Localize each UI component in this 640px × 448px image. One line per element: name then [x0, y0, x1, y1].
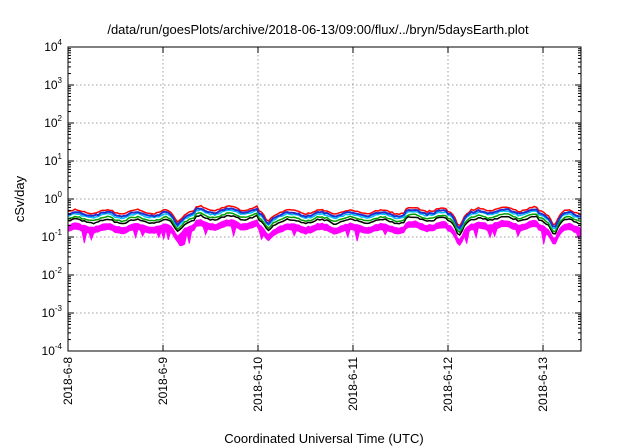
x-tick-label: 2018-6-12 [441, 357, 455, 412]
x-axis-label: Coordinated Universal Time (UTC) [224, 431, 423, 446]
series-line [67, 208, 582, 232]
x-tick-label: 2018-6-13 [536, 357, 550, 412]
y-axis-label: cSv/day [12, 175, 27, 222]
grid [68, 47, 581, 351]
x-tick-label: 2018-6-9 [156, 357, 170, 405]
y-tick-label: 101 [44, 152, 62, 168]
y-tick-label: 10-4 [42, 342, 63, 358]
series-line [67, 212, 582, 234]
series-line [67, 207, 582, 230]
x-tick-label: 2018-6-10 [251, 357, 265, 412]
y-tick-label: 102 [44, 114, 62, 130]
series-line [67, 204, 582, 227]
series-band [67, 219, 582, 247]
y-tick-label: 10-1 [42, 228, 63, 244]
chart-title: /data/run/goesPlots/archive/2018-06-13/0… [107, 22, 529, 37]
y-axis: 10-4 10-3 10-2 10-1 100 101 102 103 104 [42, 38, 581, 358]
y-tick-label: 10-2 [42, 266, 63, 282]
x-axis: 2018-6-8 2018-6-9 2018-6-10 2018-6-11 2018-6… [61, 47, 550, 412]
series-line [68, 214, 582, 237]
y-tick-label: 103 [44, 76, 62, 92]
y-tick-label: 104 [44, 38, 62, 54]
y-tick-label: 10-3 [42, 304, 63, 320]
series-group [67, 204, 582, 247]
x-tick-label: 2018-6-11 [346, 357, 360, 411]
x-tick-label: 2018-6-8 [61, 357, 75, 405]
y-tick-label: 100 [44, 190, 62, 206]
